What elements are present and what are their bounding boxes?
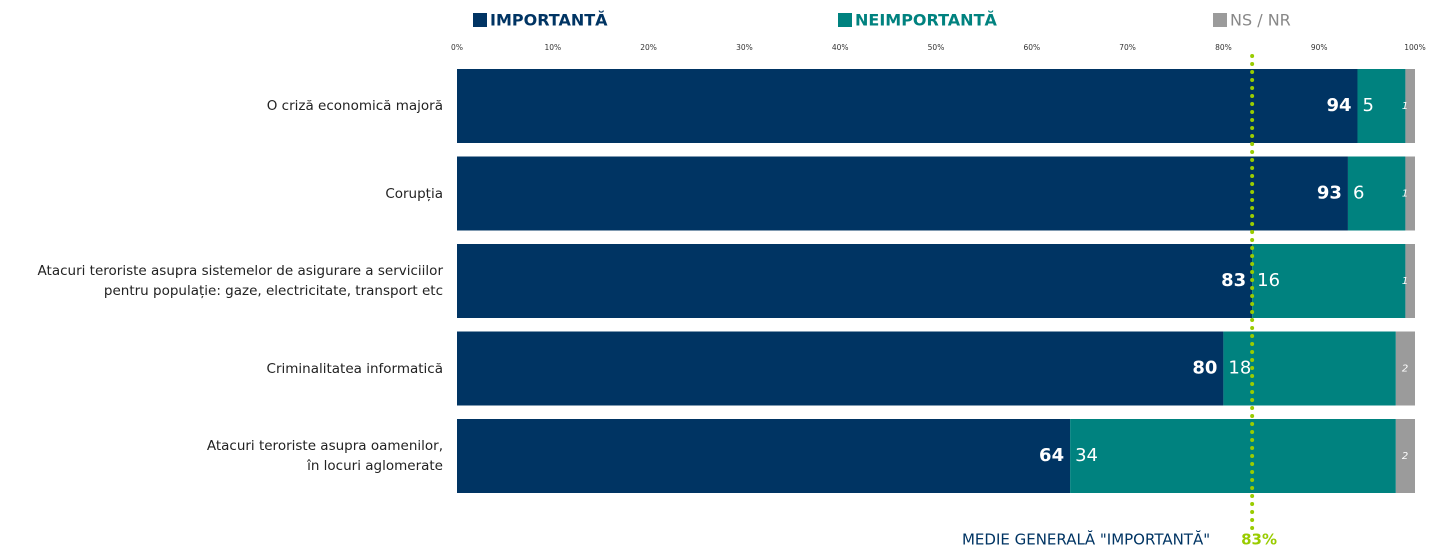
x-tick-label: 70%: [1119, 43, 1136, 52]
legend-label: NEIMPORTANTĂ: [855, 11, 997, 30]
category-label: O criză economică majoră: [266, 98, 443, 114]
category-label: Atacuri teroriste asupra oamenilor, în l…: [206, 438, 443, 474]
x-tick-label: 30%: [736, 43, 753, 52]
value-label: 16: [1257, 270, 1280, 291]
bar-segment: [1347, 156, 1406, 231]
bar-segment: [1070, 419, 1396, 493]
bar-segment: [1357, 69, 1406, 143]
legend-label: NS / NR: [1230, 11, 1291, 30]
value-label: 6: [1353, 183, 1364, 204]
category-label: Atacuri teroriste asupra sistemelor de a…: [37, 263, 443, 299]
x-tick-label: 100%: [1404, 43, 1425, 52]
legend-swatch: [1213, 13, 1227, 27]
value-label: 1: [1402, 189, 1408, 200]
bar-segment: [1395, 331, 1415, 406]
bar-segment: [457, 331, 1224, 406]
bar-segment: [457, 419, 1071, 493]
value-label: 1: [1402, 276, 1408, 287]
legend-label: IMPORTANTĂ: [490, 11, 608, 30]
x-tick-label: 80%: [1215, 43, 1232, 52]
value-label: 83: [1221, 270, 1246, 291]
bar-segment: [1252, 244, 1406, 318]
bar-segment: [457, 69, 1358, 143]
bar-segment: [1405, 244, 1415, 318]
bar-segment: [1395, 419, 1415, 493]
x-tick-label: 60%: [1023, 43, 1040, 52]
bar-segment: [457, 244, 1253, 318]
value-label: 2: [1402, 451, 1408, 462]
x-tick-label: 50%: [928, 43, 945, 52]
value-label: 1: [1402, 101, 1408, 112]
value-label: 5: [1363, 95, 1374, 116]
value-label: 64: [1039, 445, 1064, 466]
x-tick-label: 90%: [1311, 43, 1328, 52]
category-label: Criminalitatea informatică: [266, 360, 443, 377]
reference-label: MEDIE GENERALĂ "IMPORTANTĂ": [962, 530, 1210, 548]
x-tick-label: 40%: [832, 43, 849, 52]
value-label: 93: [1317, 183, 1342, 204]
bar-segment: [1405, 69, 1415, 143]
x-tick-label: 20%: [640, 43, 657, 52]
bar-segment: [457, 156, 1348, 231]
value-label: 2: [1402, 364, 1408, 375]
value-label: 80: [1192, 358, 1217, 379]
value-label: 94: [1326, 95, 1351, 116]
category-label: Corupția: [385, 185, 443, 202]
legend-swatch: [473, 13, 487, 27]
x-tick-label: 10%: [544, 43, 561, 52]
value-label: 18: [1228, 358, 1251, 379]
x-tick-label: 0%: [451, 43, 463, 52]
reference-value: 83%: [1241, 531, 1277, 548]
legend-swatch: [838, 13, 852, 27]
bar-segment: [1405, 156, 1415, 231]
value-label: 34: [1075, 445, 1098, 466]
